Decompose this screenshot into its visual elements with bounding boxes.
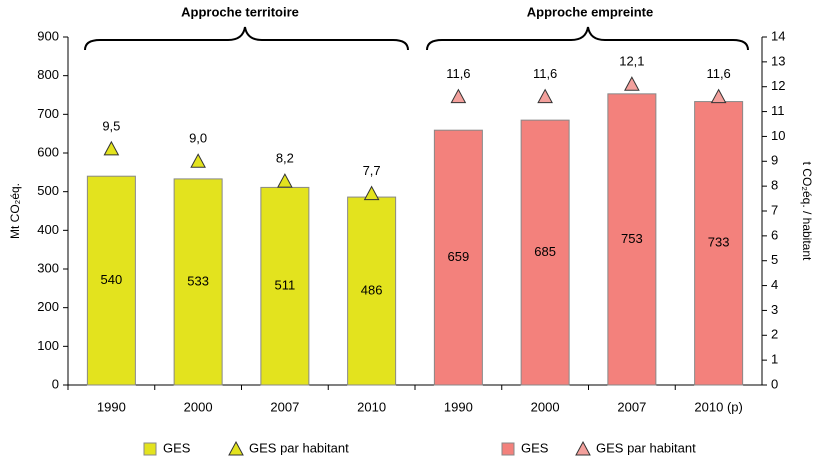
annotation: Approche empreinte: [527, 4, 653, 19]
triangle-marker: [537, 88, 553, 104]
legend-label: GES: [521, 440, 549, 455]
x-tick-label: 2000: [184, 399, 213, 414]
y2-tick-label: 8: [771, 178, 778, 193]
bar-label: 540: [101, 272, 123, 287]
y-tick-label: 200: [37, 299, 59, 314]
y2-tick-label: 6: [771, 227, 778, 242]
bar: [86, 175, 136, 386]
bar-label: 733: [708, 235, 730, 250]
x-tick-label: 2010 (p): [694, 399, 742, 414]
y-tick-label: 700: [37, 106, 59, 121]
y2-tick-label: 14: [771, 28, 785, 43]
triangle-marker: [103, 140, 120, 156]
data-label: 9,5: [102, 118, 120, 133]
y2-tick-label: 7: [771, 202, 778, 217]
y2-tick-label: 2: [771, 327, 778, 342]
x-tick-label: 1990: [444, 399, 473, 414]
y-axis-label: Mt CO₂éq.: [8, 183, 22, 239]
x-tick-label: 2000: [531, 399, 560, 414]
triangle-marker: [190, 153, 206, 168]
bar-label: 533: [187, 273, 209, 288]
bar-label: 685: [534, 244, 556, 259]
bar-label: 511: [275, 278, 296, 293]
data-label: 11,6: [706, 66, 730, 81]
legend-label: GES: [163, 440, 191, 455]
brace: [84, 26, 409, 51]
bar: [607, 93, 657, 386]
legend-swatch: [143, 442, 157, 456]
x-tick-label: 1990: [97, 399, 126, 414]
triangle-marker: [363, 185, 380, 201]
y2-tick-label: 4: [771, 277, 778, 292]
triangle-marker: [624, 76, 640, 91]
y2-tick-label: 12: [771, 78, 785, 93]
triangle-marker: [277, 173, 293, 188]
bar: [173, 178, 223, 386]
bar: [347, 196, 397, 386]
bar-label: 659: [448, 249, 470, 264]
y2-tick-label: 0: [771, 376, 778, 391]
y-tick-label: 500: [37, 183, 59, 198]
data-label: 7,7: [363, 163, 381, 178]
x-tick-label: 2007: [617, 399, 646, 414]
bar: [520, 119, 570, 386]
bar: [260, 186, 310, 386]
legend-label: GES par habitant: [249, 440, 349, 455]
y-tick-label: 100: [37, 338, 59, 353]
y-tick-label: 900: [37, 28, 59, 43]
y2-tick-label: 1: [771, 352, 778, 367]
bar-label: 753: [621, 231, 643, 246]
annotation: Approche territoire: [181, 4, 299, 19]
data-label: 11,6: [446, 66, 470, 81]
data-label: 11,6: [533, 66, 557, 81]
bar-label: 486: [361, 282, 383, 297]
legend-swatch: [501, 442, 515, 456]
legend-swatch: [575, 440, 591, 456]
y2-tick-label: 3: [771, 302, 778, 317]
y-tick-label: 600: [37, 144, 59, 159]
brace: [426, 26, 749, 51]
data-label: 8,2: [276, 151, 294, 166]
data-label: 12,1: [619, 54, 644, 69]
data-label: 9,0: [189, 131, 207, 146]
y2-axis-label: t CO₂éq. / habitant: [800, 162, 814, 261]
x-tick-label: 2007: [270, 399, 299, 414]
y-tick-label: 0: [52, 376, 59, 391]
y-tick-label: 800: [37, 67, 59, 82]
y2-tick-label: 9: [771, 153, 778, 168]
x-tick-label: 2010: [357, 399, 386, 414]
legend-label: GES par habitant: [596, 440, 696, 455]
triangle-marker: [450, 88, 467, 104]
y2-tick-label: 11: [771, 103, 785, 118]
y2-tick-label: 5: [771, 252, 778, 267]
bar: [433, 129, 483, 386]
y-tick-label: 400: [37, 222, 59, 237]
y2-tick-label: 10: [771, 128, 785, 143]
y-tick-label: 300: [37, 260, 59, 275]
triangle-marker: [710, 88, 727, 104]
legend-swatch: [228, 440, 244, 456]
y2-tick-label: 13: [771, 53, 785, 68]
